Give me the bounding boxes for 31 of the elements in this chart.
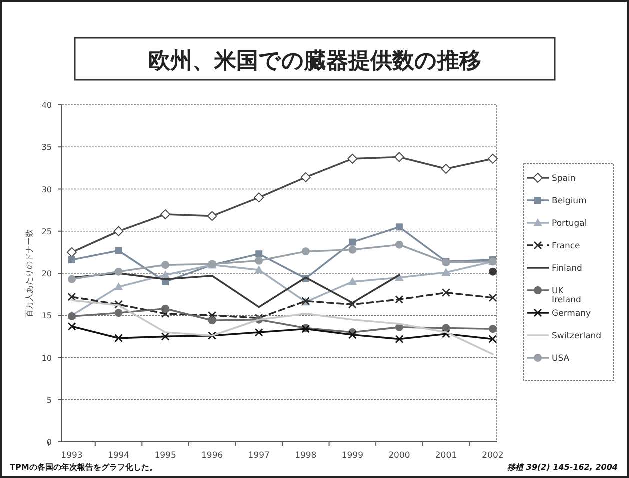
x-tick-label: 2000 — [388, 451, 410, 461]
text: 移植 39(2) 145-162, 2004 — [506, 463, 618, 472]
legend-label: Finland — [552, 264, 582, 274]
legend-label: USA — [552, 354, 570, 364]
legend-label: UK Ireland — [552, 286, 582, 306]
y-tick-label: 35 — [42, 143, 52, 152]
legend-label: Spain — [552, 174, 576, 184]
x-tick-label: 1995 — [154, 451, 176, 461]
y-tick-label: 30 — [42, 185, 52, 194]
text: TPMの各国の年次報告をグラフ化した。 — [10, 463, 158, 472]
x-tick-label: 2001 — [435, 451, 458, 461]
chart-title: 欧州、米国での臓器提供数の推移 — [148, 49, 482, 74]
x-tick-label: 1994 — [108, 451, 130, 461]
legend-label: Belgium — [552, 196, 587, 206]
legend-label: Portugal — [552, 219, 588, 229]
x-tick-label: 1993 — [61, 451, 83, 461]
y-tick-label: 20 — [42, 270, 52, 278]
x-tick-label: 1996 — [202, 451, 224, 461]
x-tick-label: 1997 — [248, 451, 270, 461]
legend-label: Switzerland — [552, 332, 602, 342]
legend-label: France — [552, 242, 580, 252]
y-tick-label: 10 — [42, 354, 52, 363]
y-tick-label: 5 — [46, 396, 52, 405]
y-axis-title: 百万人あたりのドナー数 — [25, 230, 34, 318]
x-tick-label: 1998 — [295, 451, 317, 461]
y-tick-label: 25 — [42, 227, 52, 236]
x-tick-label: 1999 — [342, 451, 364, 461]
y-tick-label: 40 — [42, 101, 52, 110]
y-tick-label: 15 — [42, 312, 52, 321]
x-tick-label: 2002 — [482, 451, 504, 461]
legend-label: Germany — [552, 309, 592, 319]
